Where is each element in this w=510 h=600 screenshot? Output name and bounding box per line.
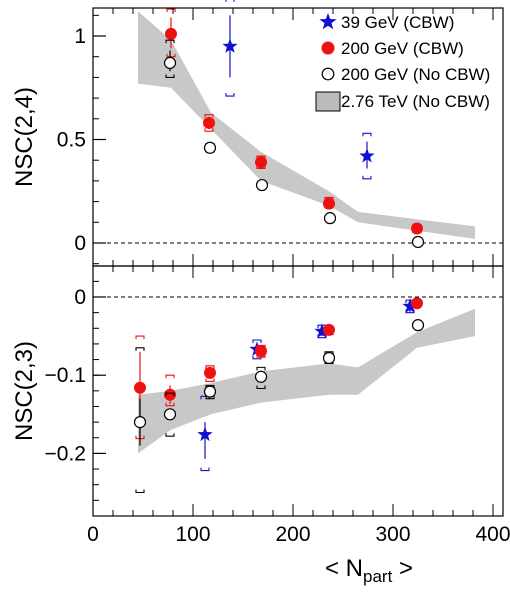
legend-label: 200 GeV (CBW) [341,39,464,58]
sys-bracket [166,8,176,58]
legend: 39 GeV (CBW) 200 GeV (CBW) 200 GeV (No CBW… [315,13,490,112]
data-point-star [359,148,375,163]
sys-bracket [256,155,266,170]
y-axis-title: NSC(2,4) [11,87,38,187]
data-point-filled-circle [411,297,423,310]
y-tick-label: 1 [74,25,86,48]
series-39-GeV-CBW- [222,0,375,180]
x-tick-label: 300 [375,523,410,546]
panel-2: 0 −0.1 −0.2 NSC(2,3) [11,265,504,517]
legend-marker-star [319,13,337,30]
data-point-open-circle [254,370,268,383]
band-2.76TeV [138,308,475,454]
band-2.76TeV [138,11,475,239]
data-point-open-circle [411,235,425,249]
legend-label: 39 GeV (CBW) [341,13,454,32]
data-point-open-circle [203,141,217,154]
legend-label: 2.76 TeV (No CBW) [341,92,490,111]
series-200-GeV-CBW- [134,297,423,441]
sys-bracket [205,384,215,400]
legend-marker-band [315,91,341,112]
x-tick-label: 100 [175,523,210,546]
panel-1: 00.511.52NSC(2,4) [11,0,504,267]
data-point-open-circle [163,408,177,421]
sys-bracket [200,395,210,472]
sys-bracket [256,366,266,390]
series-200-GeV-CBW- [165,8,423,235]
data-point-star [402,298,418,313]
y-tick-label: −0.2 [45,442,86,465]
sys-bracket [165,374,175,407]
sys-bracket [362,132,372,180]
sys-bracket [225,0,235,97]
data-point-open-circle [163,56,177,70]
sys-bracket [165,392,175,437]
data-point-filled-circle [323,323,335,336]
sys-bracket [205,365,215,383]
y-axis-title: NSC(2,3) [11,341,38,441]
data-point-open-circle [255,178,269,192]
y-tick-label: 0 [74,286,86,309]
data-point-star [314,323,330,338]
sys-bracket [165,39,175,78]
series-200-GeV-No-CBW- [133,319,425,494]
sys-bracket [204,114,214,132]
data-point-open-circle [203,385,217,398]
data-point-filled-circle [203,116,215,129]
x-tick-label: 400 [475,523,510,546]
x-tick-label: 200 [275,523,310,546]
data-point-open-circle [411,319,425,332]
data-point-star [222,38,238,53]
data-point-filled-circle [323,197,335,210]
data-point-star [197,426,213,442]
data-point-filled-circle [165,27,177,40]
data-point-filled-circle [411,222,423,235]
data-point-open-circle [323,212,337,225]
data-point-filled-circle [164,388,176,401]
x-tick-label: 0 [87,523,99,546]
sys-bracket [135,347,145,494]
data-point-filled-circle [204,366,216,379]
data-point-filled-circle [134,381,146,394]
data-point-filled-circle [255,156,267,169]
legend-marker-open-circle [321,67,335,81]
data-point-open-circle [322,351,336,365]
y-tick-label: −0.1 [45,364,86,387]
series-200-GeV-No-CBW- [163,39,425,249]
data-point-filled-circle [255,344,267,357]
x-axis-title: < Npart > [325,555,413,586]
y-tick-label: 0.5 [57,129,86,152]
y-tick-label: 0 [74,232,86,255]
legend-marker-filled-circle [321,41,335,55]
data-point-open-circle [133,416,147,429]
legend-label: 200 GeV (No CBW) [341,65,490,84]
